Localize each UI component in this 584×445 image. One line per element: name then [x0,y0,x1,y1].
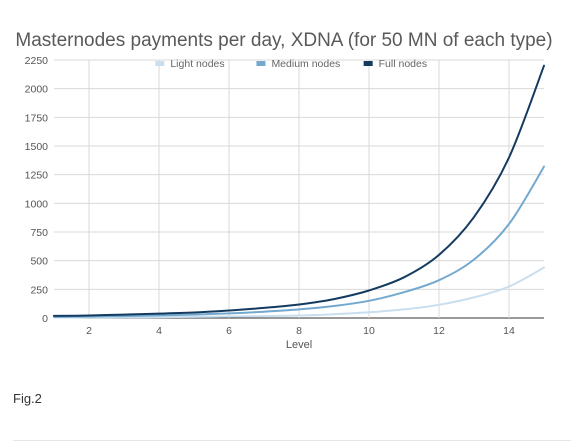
legend-label-full-nodes: Full nodes [379,58,427,70]
legend-label-light-nodes: Light nodes [170,58,224,70]
figure-caption: Fig.2 [13,391,42,406]
legend-label-medium-nodes: Medium nodes [271,58,340,70]
legend-swatch-medium-nodes [256,61,266,66]
y-tick-label: 2250 [25,55,49,67]
y-tick-label: 1250 [25,170,49,182]
series-lines [53,64,545,319]
y-tick-label: 1500 [25,141,49,153]
line-chart: Masternodes payments per day, XDNA (for … [15,30,552,351]
y-tick-label: 0 [42,313,48,325]
legend-swatch-light-nodes [155,61,165,66]
series-line-medium-nodes [53,165,545,318]
axes: 0 250 500 750 1000 1250 1500 1750 2000 2250 2 4 6 8 10… [25,55,515,337]
grid [54,59,544,319]
series-line-full-nodes [53,64,545,317]
y-tick-label: 1750 [25,112,49,124]
y-tick-label: 750 [30,227,48,239]
x-tick-label: 2 [86,325,92,337]
legend-swatch-full-nodes [363,61,373,66]
y-tick-label: 2000 [25,84,49,96]
y-tick-label: 250 [30,284,48,296]
legend: Light nodes Medium nodes Full nodes [155,58,427,70]
divider [13,440,571,441]
x-tick-label: 8 [296,325,302,337]
chart-title: Masternodes payments per day, XDNA (for … [15,30,552,51]
y-tick-label: 500 [30,256,48,268]
x-tick-label: 6 [226,325,232,337]
y-tick-label: 1000 [25,198,49,210]
x-tick-label: 14 [503,325,515,337]
x-tick-label: 4 [156,325,162,337]
x-axis-label: Level [286,339,312,351]
x-tick-label: 10 [363,325,375,337]
x-tick-label: 12 [433,325,445,337]
series-line-light-nodes [53,266,545,319]
